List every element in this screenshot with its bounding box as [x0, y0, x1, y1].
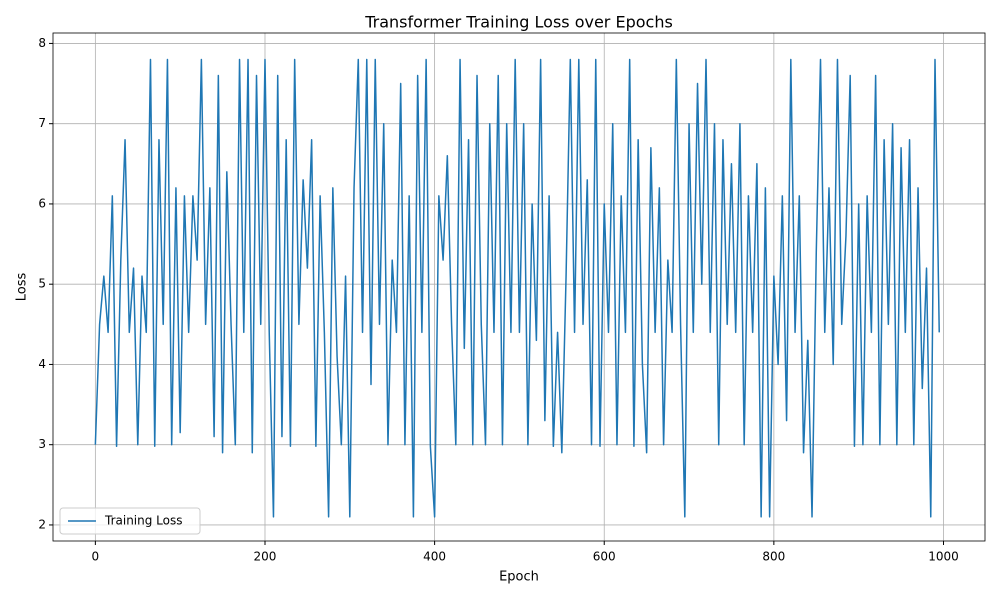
y-tick-label: 6 — [38, 196, 46, 210]
legend-label: Training Loss — [104, 514, 182, 528]
y-tick-label: 7 — [38, 116, 46, 130]
data-line — [94, 58, 940, 518]
legend-box — [59, 507, 201, 535]
x-tick-label: 200 — [254, 550, 277, 564]
y-axis-label: Loss — [15, 273, 30, 302]
plot-frame — [52, 32, 986, 542]
x-tick-label: 1000 — [928, 550, 959, 564]
x-tick-label: 0 — [92, 550, 100, 564]
x-tick-label: 800 — [762, 550, 785, 564]
x-axis-label: Epoch — [499, 570, 539, 585]
x-tick-label: 400 — [423, 550, 446, 564]
x-tick-label: 600 — [593, 550, 616, 564]
y-tick-label: 2 — [38, 517, 46, 531]
y-tick-label: 8 — [38, 36, 46, 50]
y-tick-label: 3 — [38, 437, 46, 451]
y-tick-label: 4 — [38, 357, 46, 371]
chart-title: Transformer Training Loss over Epochs — [364, 13, 673, 32]
y-tick-label: 5 — [38, 277, 46, 291]
